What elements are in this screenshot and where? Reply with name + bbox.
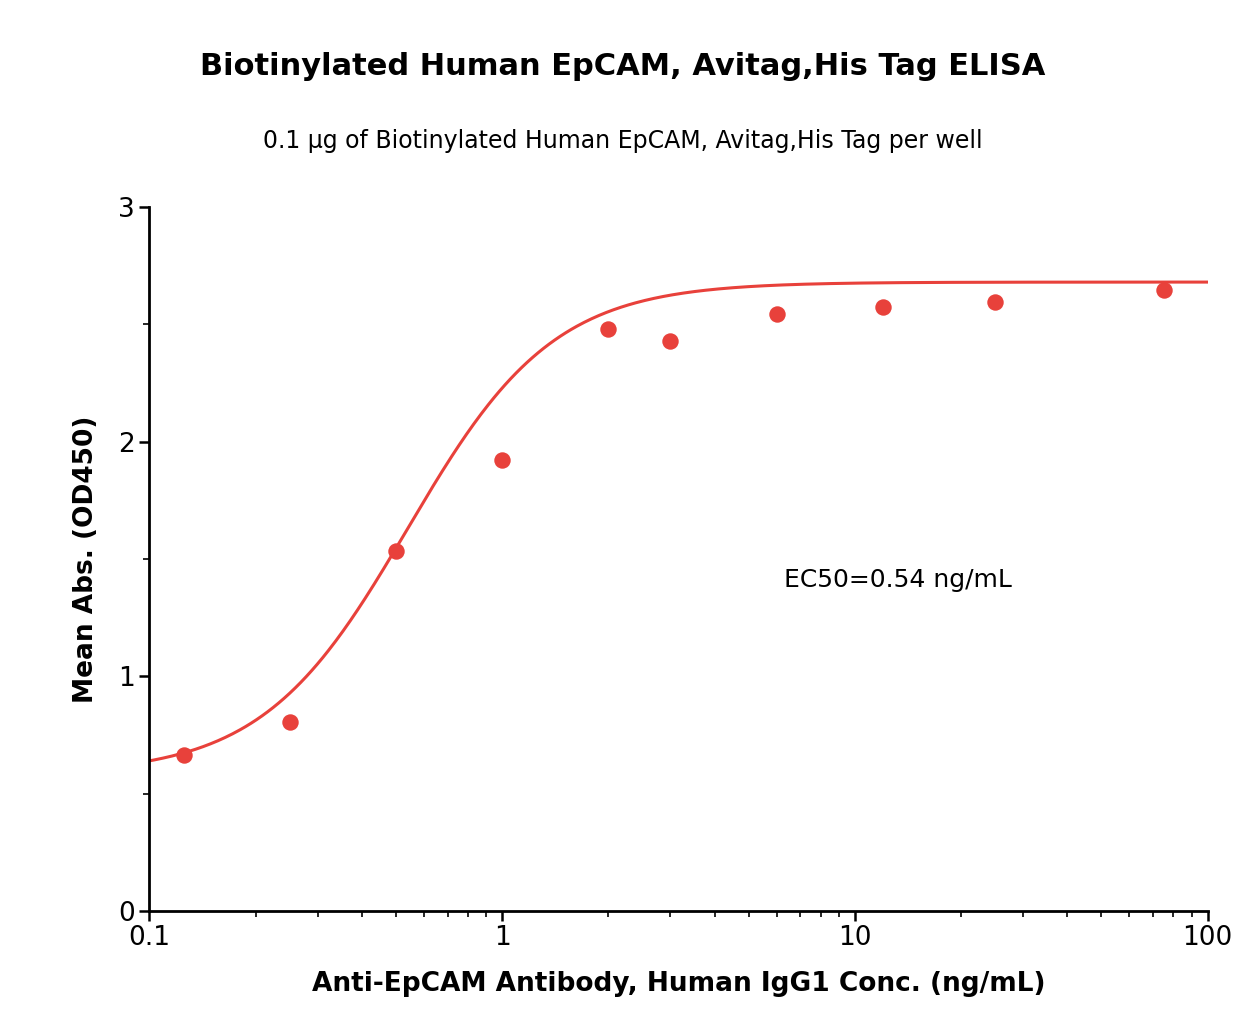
- Text: 0.1 μg of Biotinylated Human EpCAM, Avitag,His Tag per well: 0.1 μg of Biotinylated Human EpCAM, Avit…: [263, 129, 982, 153]
- Point: [1154, 282, 1174, 298]
- Text: Biotinylated Human EpCAM, Avitag,His Tag ELISA: Biotinylated Human EpCAM, Avitag,His Tag…: [199, 52, 1046, 81]
- Point: [386, 542, 406, 559]
- Point: [873, 298, 893, 315]
- Point: [661, 332, 681, 349]
- Point: [492, 452, 512, 469]
- Point: [173, 746, 193, 763]
- Point: [599, 321, 619, 337]
- Point: [767, 305, 787, 322]
- Point: [985, 294, 1005, 310]
- X-axis label: Anti-EpCAM Antibody, Human IgG1 Conc. (ng/mL): Anti-EpCAM Antibody, Human IgG1 Conc. (n…: [311, 971, 1046, 997]
- Text: EC50=0.54 ng/mL: EC50=0.54 ng/mL: [784, 568, 1012, 592]
- Y-axis label: Mean Abs. (OD450): Mean Abs. (OD450): [72, 415, 98, 703]
- Point: [280, 714, 300, 731]
